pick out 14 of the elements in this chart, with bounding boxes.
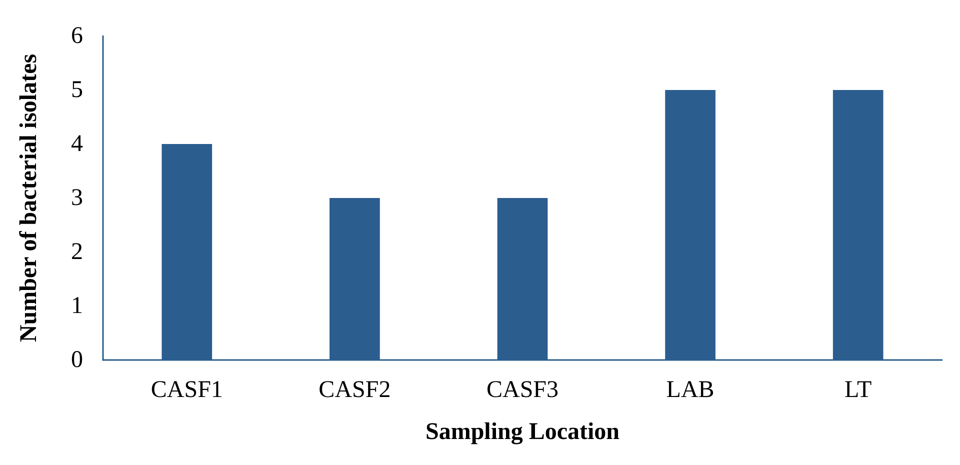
y-tick-label: 0 <box>71 347 83 373</box>
y-tick-label: 4 <box>71 131 83 157</box>
x-axis-title: Sampling Location <box>425 419 620 445</box>
x-tick-label: CASF3 <box>486 377 559 403</box>
y-tick-label: 3 <box>71 185 83 211</box>
x-tick-label: LT <box>844 377 872 403</box>
x-tick-label: LAB <box>666 377 714 403</box>
x-tick-label: CASF2 <box>318 377 391 403</box>
y-tick-label: 2 <box>71 239 83 265</box>
x-tick-label: CASF1 <box>150 377 223 403</box>
y-tick-label: 6 <box>71 23 83 49</box>
y-tick-label: 5 <box>71 77 83 103</box>
y-tick-label: 1 <box>71 293 83 319</box>
y-axis-title: Number of bacterial isolates <box>16 54 42 342</box>
